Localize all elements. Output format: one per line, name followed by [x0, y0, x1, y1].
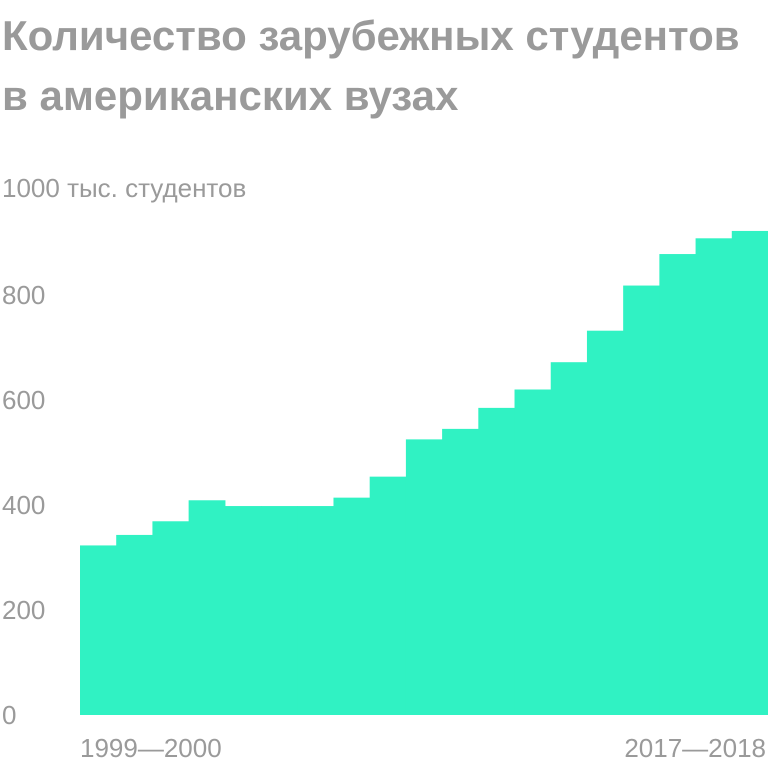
bar-2015—2016 — [659, 254, 697, 716]
bar-2013—2014 — [586, 330, 624, 715]
chart-title: Количество зарубежных студентов в америк… — [2, 12, 740, 119]
bar-2001—2002 — [152, 521, 190, 715]
bar-2014—2015 — [623, 285, 660, 715]
bar-2003—2004 — [224, 506, 262, 715]
bar-2011—2012 — [514, 389, 552, 715]
y-tick-label: 0 — [2, 700, 16, 730]
bar-2012—2013 — [550, 362, 588, 715]
bar-2007—2008 — [369, 476, 407, 715]
bar-2008—2009 — [405, 439, 443, 715]
bar-2010—2011 — [478, 407, 516, 715]
bar-2017—2018 — [731, 230, 768, 715]
bar-2004—2005 — [261, 506, 298, 715]
bar-2009—2010 — [442, 428, 479, 715]
bar-2000—2001 — [116, 534, 154, 715]
y-axis-label: 1000 тыс. студентов — [2, 173, 247, 203]
x-axis-first-label: 1999—2000 — [80, 733, 222, 763]
bar-1999—2000 — [80, 545, 117, 715]
bar-2005—2006 — [297, 506, 335, 715]
y-tick-label: 400 — [2, 490, 45, 520]
y-tick-label: 200 — [2, 595, 45, 625]
y-tick-label: 600 — [2, 385, 45, 415]
y-tick-label: 800 — [2, 280, 45, 310]
bar-2006—2007 — [333, 497, 371, 715]
x-axis-last-label: 2017—2018 — [624, 733, 766, 763]
bar-2002—2003 — [188, 500, 226, 715]
bar-2016—2017 — [695, 238, 733, 716]
